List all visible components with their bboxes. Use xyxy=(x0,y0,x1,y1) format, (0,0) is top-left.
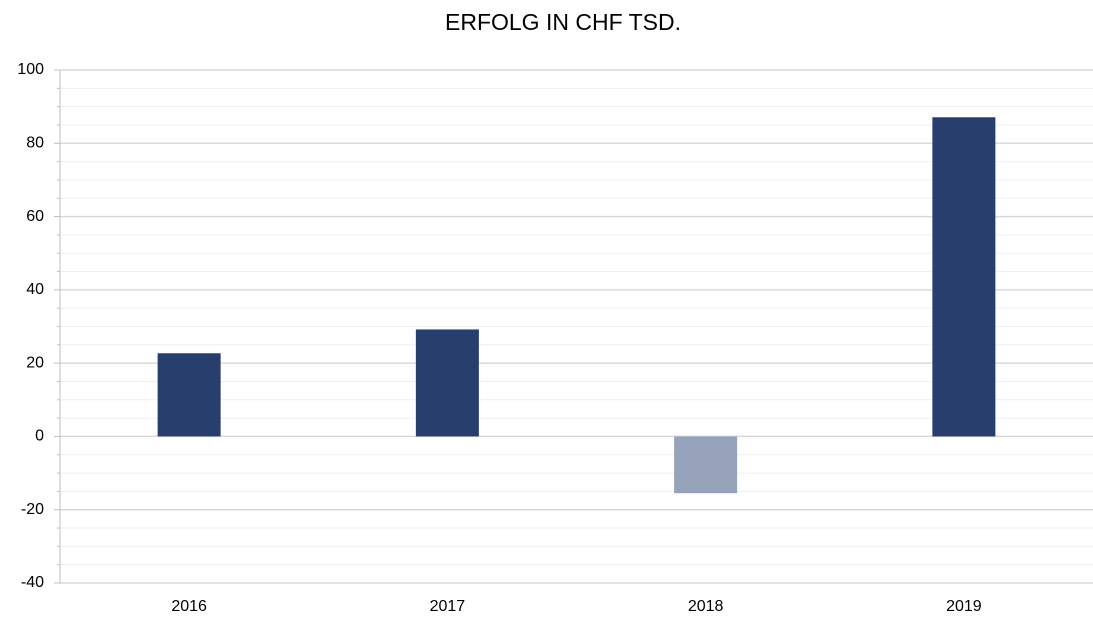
y-tick-label: 60 xyxy=(26,208,44,225)
chart-title: ERFOLG IN CHF TSD. xyxy=(445,9,681,35)
x-tick-label: 2017 xyxy=(430,598,466,615)
x-tick-label: 2016 xyxy=(171,598,207,615)
y-tick-label: -40 xyxy=(21,574,44,591)
y-tick-label: 40 xyxy=(26,281,44,298)
y-tick-label: 80 xyxy=(26,135,44,152)
bar xyxy=(932,117,996,437)
x-tick-label: 2019 xyxy=(946,598,982,615)
y-tick-label: -20 xyxy=(21,501,44,518)
bar xyxy=(415,329,479,437)
x-tick-label: 2018 xyxy=(688,598,724,615)
y-tick-label: 20 xyxy=(26,354,44,371)
y-tick-label: 100 xyxy=(17,61,44,78)
bar xyxy=(157,353,221,437)
y-tick-label: 0 xyxy=(35,428,44,445)
bar xyxy=(674,436,738,494)
